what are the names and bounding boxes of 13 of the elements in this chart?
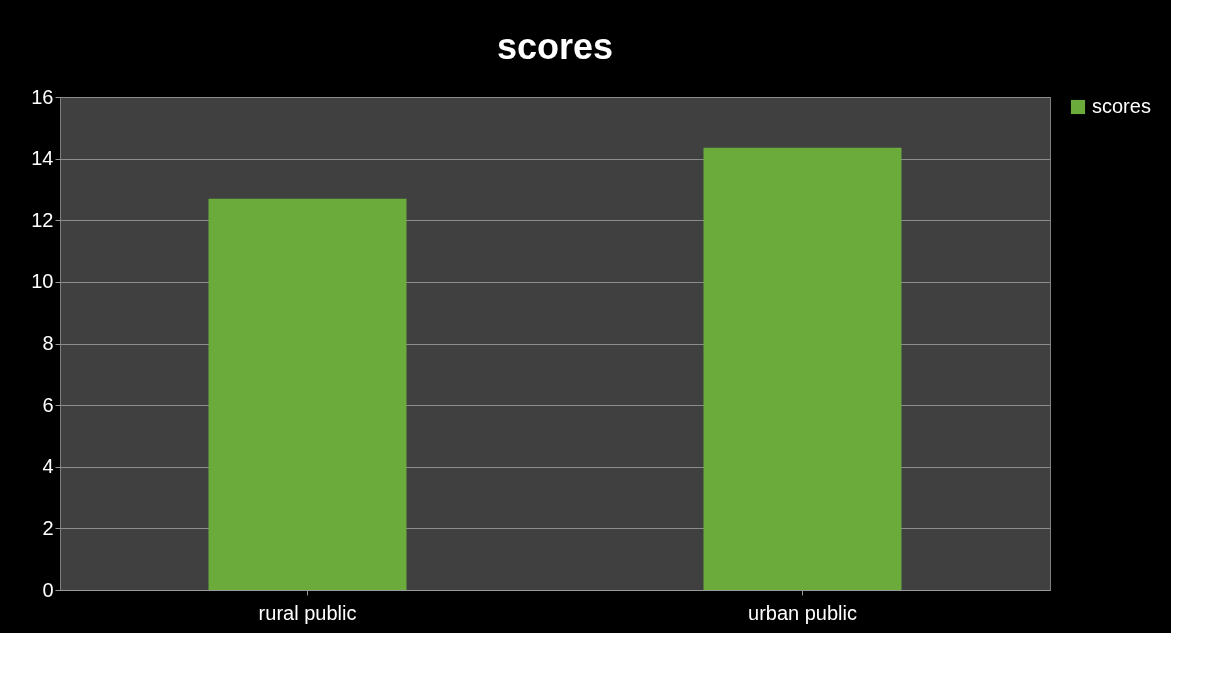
y-tick-label: 10 [31, 270, 54, 293]
y-tick-label: 8 [42, 332, 54, 354]
x-tick-label: urban public [748, 601, 857, 624]
y-tick-label: 12 [31, 208, 54, 231]
y-tick-label: 16 [31, 85, 54, 108]
y-tick-label: 2 [42, 516, 54, 539]
chart-title: scores [496, 26, 614, 67]
y-tick-label: 14 [31, 147, 54, 170]
legend-label: scores [1092, 95, 1151, 117]
y-tick-label: 0 [42, 578, 54, 601]
x-tick-label: rural public [258, 601, 357, 624]
y-tick-label: 6 [42, 393, 54, 416]
y-tick-label: 4 [42, 455, 54, 478]
